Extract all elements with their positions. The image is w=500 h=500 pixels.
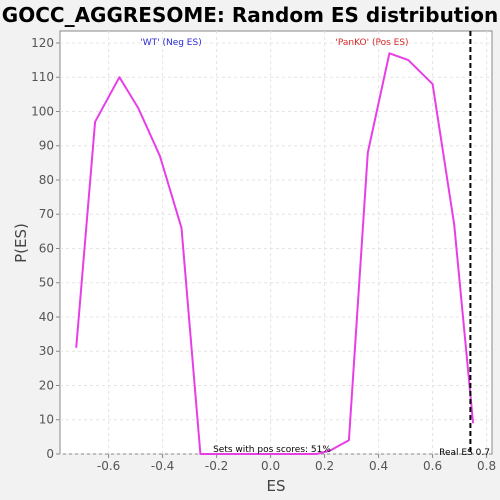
x-tick-label: 0.0 [261, 459, 280, 473]
y-tick-label: 120 [31, 36, 54, 50]
y-tick-label: 10 [39, 413, 54, 427]
y-axis: 0 10 20 30 40 50 60 70 80 90 100 110 120 [31, 36, 60, 461]
y-tick-label: 90 [39, 139, 54, 153]
x-tick-label: 0.8 [477, 459, 496, 473]
series-layer [75, 52, 475, 455]
neg-es-label: 'WT' (Neg ES) [140, 38, 201, 48]
y-tick-label: 40 [39, 310, 54, 324]
x-tick-label: -0.4 [151, 459, 174, 473]
pos-es-label: 'PanKO' (Pos ES) [335, 38, 408, 48]
y-tick-label: 100 [31, 104, 54, 118]
x-axis-label: ES [267, 477, 286, 495]
x-tick-label: -0.6 [97, 459, 120, 473]
pos-scores-label: Sets with pos scores: 51% [213, 445, 331, 455]
x-tick-label: 0.2 [315, 459, 334, 473]
y-tick-label: 80 [39, 173, 54, 187]
grid-lines [60, 31, 492, 455]
x-axis: -0.6 -0.4 -0.2 0.0 0.2 0.4 0.6 0.8 [97, 454, 496, 473]
chart-title: GOCC_AGGRESOME: Random ES distribution [2, 3, 498, 27]
plot-area [59, 30, 493, 455]
y-tick-label: 0 [46, 447, 54, 461]
x-tick-label: -0.2 [205, 459, 228, 473]
real-es-label: Real ES 0.7 [439, 448, 490, 458]
y-tick-label: 30 [39, 344, 54, 358]
y-axis-label: P(ES) [12, 223, 30, 263]
y-tick-label: 20 [39, 378, 54, 392]
y-tick-label: 60 [39, 241, 54, 255]
series-line [75, 52, 475, 455]
y-tick-label: 70 [39, 207, 54, 221]
x-tick-label: 0.6 [423, 459, 442, 473]
y-tick-label: 50 [39, 276, 54, 290]
y-tick-label: 110 [31, 70, 54, 84]
x-tick-label: 0.4 [369, 459, 388, 473]
